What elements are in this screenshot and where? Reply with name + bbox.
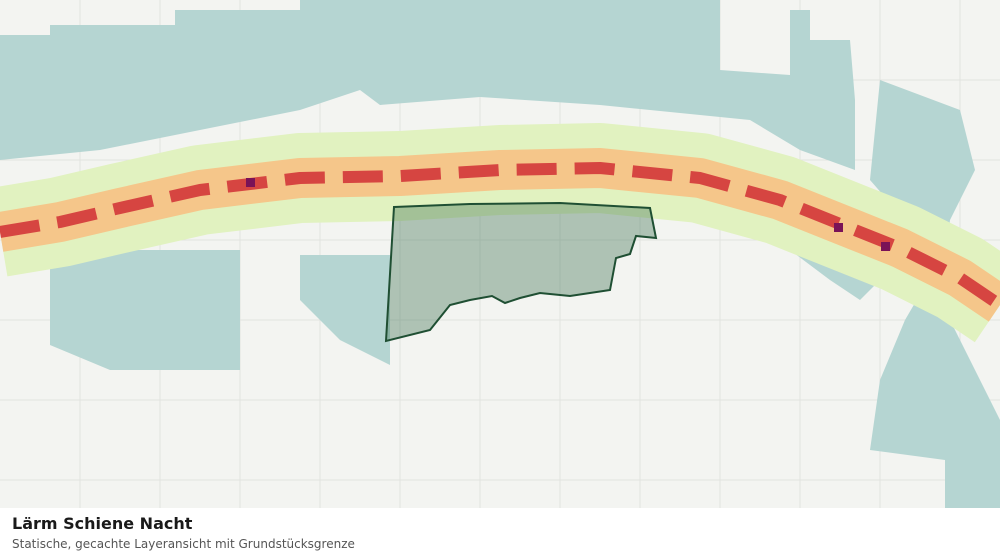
caption: Lärm Schiene Nacht Statische, gecachte L… <box>0 508 1000 560</box>
layer-title: Lärm Schiene Nacht <box>12 514 193 533</box>
noise-very-high <box>0 162 1000 310</box>
noise-max <box>246 178 890 251</box>
layer-subtitle: Statische, gecachte Layeransicht mit Gru… <box>12 537 355 551</box>
parcel-boundary <box>384 201 658 343</box>
